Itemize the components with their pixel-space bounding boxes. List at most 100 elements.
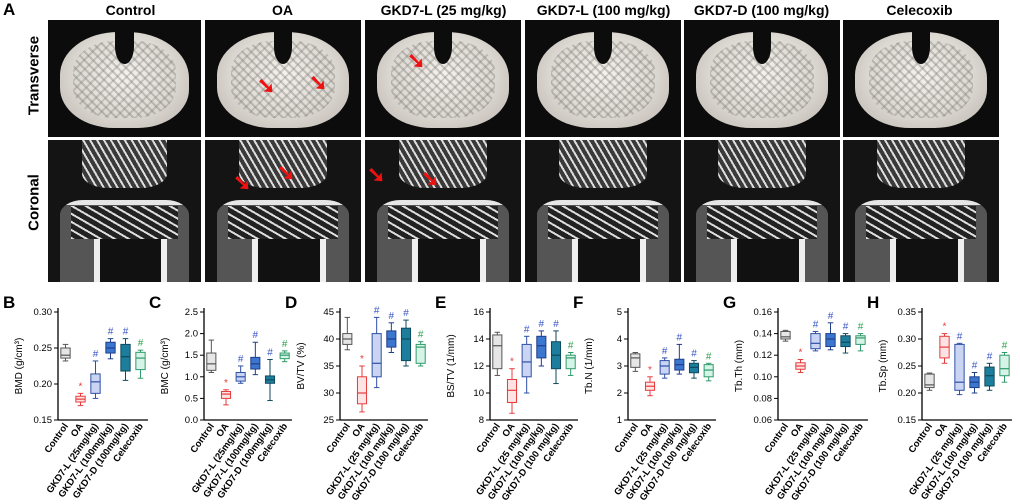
box-1 xyxy=(506,379,518,403)
category-label: Control xyxy=(907,421,935,455)
significance-mark: # xyxy=(282,339,288,350)
red-arrow-icon: ➘ xyxy=(309,70,328,95)
significance-mark: # xyxy=(524,324,530,335)
y-axis-label: Tb.N (1/mm) xyxy=(584,338,595,394)
box-4 xyxy=(688,362,700,374)
significance-mark: # xyxy=(253,330,259,341)
y-tick-label: 2.5 xyxy=(185,307,198,318)
significance-mark: * xyxy=(648,365,652,376)
coronal-image-celecoxib xyxy=(843,140,999,282)
box-0 xyxy=(780,330,791,340)
panel-label-d: D xyxy=(285,293,297,312)
red-arrow-icon: ➘ xyxy=(277,160,296,185)
y-tick-label: 35 xyxy=(323,361,334,372)
box-5 xyxy=(135,351,146,371)
significance-mark: # xyxy=(93,349,99,360)
y-tick-label: 30 xyxy=(323,388,334,399)
panel-label-a: A xyxy=(3,0,16,19)
category-label: Control xyxy=(43,421,71,455)
y-axis-label: BMC (g/cm³) xyxy=(160,338,171,395)
significance-mark: # xyxy=(706,351,712,362)
category-label: Control xyxy=(324,421,352,455)
column-title-control: Control xyxy=(105,2,156,18)
red-arrow-icon: ➘ xyxy=(233,170,252,195)
y-tick-label: 2 xyxy=(617,388,622,399)
category-label: Control xyxy=(763,421,791,455)
box-4 xyxy=(840,335,851,348)
y-tick-label: 0.0 xyxy=(185,415,198,426)
box-5 xyxy=(415,343,426,364)
y-tick-label: 0.35 xyxy=(898,307,917,318)
y-tick-label: 12 xyxy=(473,361,484,372)
y-tick-label: 1.5 xyxy=(185,350,198,361)
y-tick-label: 0.5 xyxy=(185,393,198,404)
significance-mark: # xyxy=(813,319,819,330)
y-tick-label: 5 xyxy=(617,307,622,318)
box-5 xyxy=(999,354,1010,377)
y-tick-label: 0.14 xyxy=(754,329,773,340)
coronal-image-oa: ➘ ➘ xyxy=(205,140,361,282)
significance-mark: # xyxy=(238,354,244,365)
category-label: Control xyxy=(474,421,502,455)
category-label: Control xyxy=(612,421,640,455)
red-arrow-icon: ➘ xyxy=(407,48,426,73)
significance-mark: * xyxy=(79,381,83,392)
box-2 xyxy=(659,360,670,375)
y-tick-label: 0.25 xyxy=(34,343,53,354)
column-title-oa: OA xyxy=(272,2,293,18)
significance-mark: # xyxy=(374,305,380,316)
y-tick-label: 0.10 xyxy=(754,372,773,383)
y-axis-label: BS/TV (1/mm) xyxy=(446,334,457,397)
column-title-gkd7-l-100: GKD7-L (100 mg/kg) xyxy=(536,2,671,18)
y-tick-label: 14 xyxy=(473,334,484,345)
y-tick-label: 0.06 xyxy=(754,415,773,426)
red-arrow-icon: ➘ xyxy=(257,73,276,98)
y-tick-label: 0.12 xyxy=(754,350,773,361)
box-3 xyxy=(825,333,836,348)
y-tick-label: 10 xyxy=(473,388,484,399)
y-axis-label: BV/TV (%) xyxy=(296,342,307,389)
column-title-gkd7-l-25: GKD7-L (25 mg/kg) xyxy=(380,2,507,18)
y-tick-label: 0.25 xyxy=(898,361,917,372)
box-5 xyxy=(855,335,866,345)
coronal-image-gkd7-l-100 xyxy=(525,140,681,282)
significance-mark: # xyxy=(403,308,409,319)
row-label-transverse: Transverse xyxy=(25,35,43,116)
y-tick-label: 3 xyxy=(617,361,622,372)
significance-mark: # xyxy=(972,360,978,371)
box-0 xyxy=(206,352,217,371)
significance-mark: # xyxy=(828,311,834,322)
column-title-celecoxib: Celecoxib xyxy=(886,2,953,18)
y-tick-label: 8 xyxy=(479,415,484,426)
y-tick-label: 1.0 xyxy=(185,372,198,383)
panel-label-h: H xyxy=(867,293,879,312)
y-axis-label: Tb.Sp (mm) xyxy=(878,340,889,393)
y-axis-label: BMD (g/cm³) xyxy=(14,338,25,395)
significance-mark: # xyxy=(858,322,864,333)
box-4 xyxy=(120,343,131,372)
y-tick-label: 0.15 xyxy=(34,415,53,426)
box-4 xyxy=(400,327,412,362)
panel-label-e: E xyxy=(435,293,446,312)
panel-label-c: C xyxy=(149,293,161,312)
chart-panel-g: G 0.06 0.08 0.10 0.12 0.14 0.16 Tb.Th (mm) Contr… xyxy=(723,293,868,503)
significance-mark: # xyxy=(108,327,114,338)
transverse-image-gkd7-l-100 xyxy=(525,20,681,137)
significance-mark: * xyxy=(799,348,803,359)
significance-mark: # xyxy=(677,332,683,343)
significance-mark: * xyxy=(510,357,514,368)
y-tick-label: 4 xyxy=(617,334,622,345)
box-4 xyxy=(984,366,995,387)
red-arrow-icon: ➘ xyxy=(421,166,440,191)
box-2 xyxy=(954,343,965,391)
transverse-image-celecoxib xyxy=(843,20,999,137)
significance-mark: # xyxy=(389,311,395,322)
significance-mark: * xyxy=(943,322,947,333)
transverse-image-control xyxy=(48,20,201,137)
significance-mark: # xyxy=(843,322,849,333)
y-tick-label: 0.20 xyxy=(898,388,917,399)
